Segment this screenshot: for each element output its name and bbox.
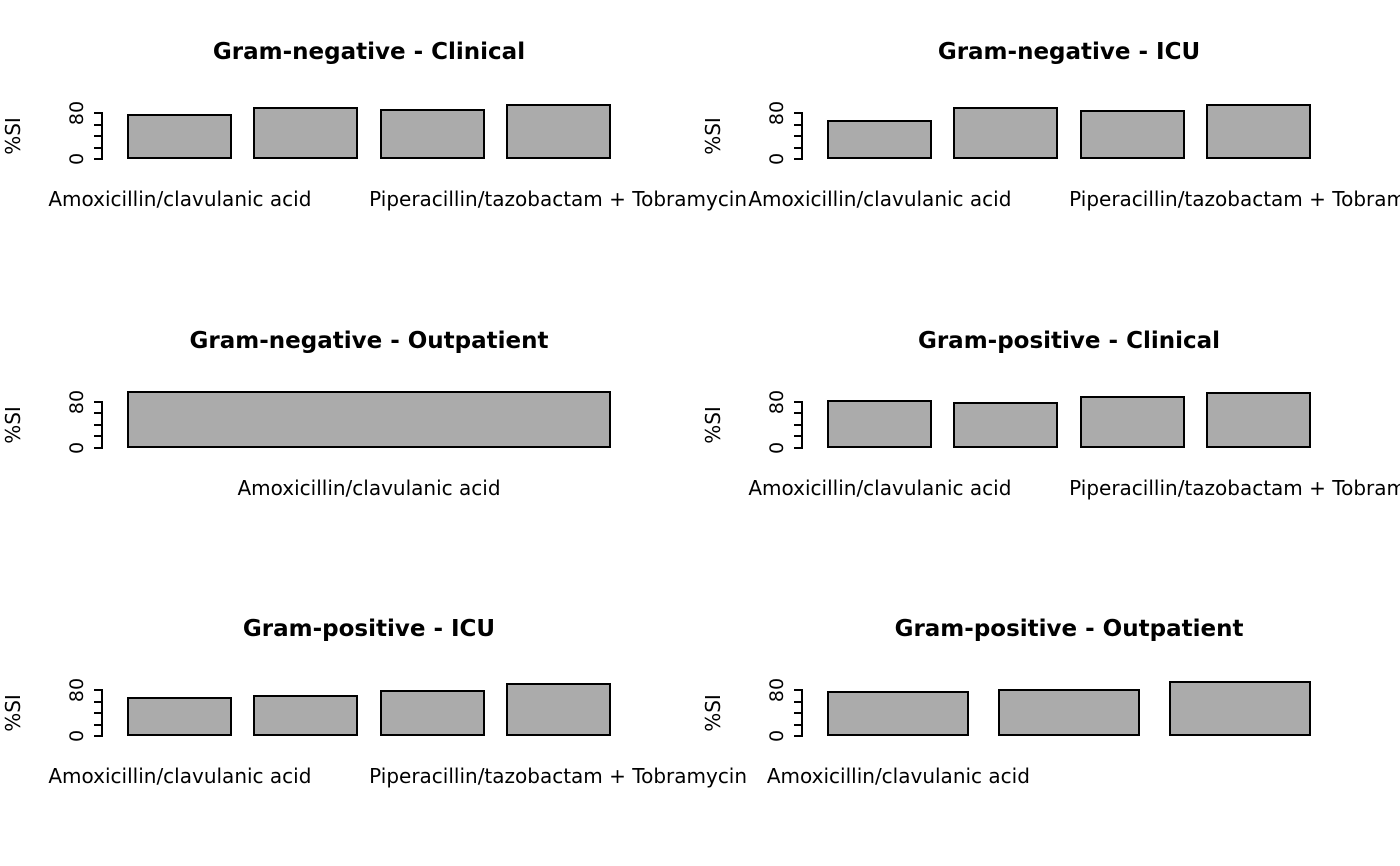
y-tick-label: 80 bbox=[66, 389, 88, 414]
y-tick bbox=[794, 158, 803, 160]
chart-title: Gram-negative - ICU bbox=[937, 39, 1201, 65]
y-tick bbox=[794, 400, 803, 403]
y-tick bbox=[94, 112, 103, 114]
x-category-label: Amoxicillin/clavulanic acid bbox=[748, 475, 1012, 500]
bar bbox=[253, 107, 359, 159]
y-tick bbox=[94, 700, 103, 703]
y-tick bbox=[794, 689, 803, 692]
bar bbox=[827, 400, 933, 448]
y-tick bbox=[94, 146, 103, 149]
bar bbox=[127, 114, 233, 159]
y-tick bbox=[794, 146, 803, 149]
y-tick bbox=[794, 712, 803, 715]
y-tick bbox=[794, 435, 803, 438]
chart-title: Gram-negative - Outpatient bbox=[189, 327, 549, 354]
chart-gram-negative-clinical: Gram-negative - Clinical %SI 0 80 Amoxicilli… bbox=[0, 0, 747, 289]
y-tick bbox=[94, 712, 103, 715]
x-category-label: Amoxicillin/clavulanic acid bbox=[766, 764, 1030, 789]
y-tick bbox=[94, 723, 103, 726]
y-tick bbox=[794, 446, 803, 449]
bar bbox=[1205, 103, 1311, 159]
bar bbox=[127, 697, 233, 737]
y-tick bbox=[794, 423, 803, 426]
y-axis-label: %SI bbox=[1, 117, 25, 155]
y-tick-label: 0 bbox=[766, 152, 788, 166]
chart-title: Gram-positive - Outpatient bbox=[894, 616, 1244, 643]
y-tick bbox=[94, 400, 103, 403]
bar bbox=[827, 690, 970, 737]
y-tick bbox=[94, 689, 103, 692]
chart-gram-positive-icu: Gram-positive - ICU %SI 0 80 Amoxicillin/cla… bbox=[0, 577, 747, 866]
x-category-label: Amoxicillin/clavulanic acid bbox=[748, 187, 1012, 211]
y-tick bbox=[94, 123, 103, 126]
y-tick bbox=[94, 158, 103, 160]
y-tick bbox=[794, 112, 803, 114]
y-tick-label: 0 bbox=[66, 441, 88, 454]
y-axis-label: %SI bbox=[1, 694, 25, 733]
y-tick-label: 80 bbox=[766, 678, 788, 703]
y-tick bbox=[94, 423, 103, 426]
bar bbox=[505, 682, 611, 737]
y-tick-label: 0 bbox=[66, 730, 88, 743]
y-tick bbox=[94, 412, 103, 415]
bar bbox=[253, 694, 359, 737]
y-tick-label: 0 bbox=[766, 730, 788, 743]
y-axis-label: %SI bbox=[701, 694, 725, 733]
chart-title: Gram-positive - Clinical bbox=[917, 327, 1221, 354]
x-category-label: Piperacillin/tazobactam + Tobramycin bbox=[1069, 187, 1400, 211]
bar bbox=[379, 109, 485, 159]
bar bbox=[1079, 110, 1185, 159]
y-tick-label: 80 bbox=[766, 100, 788, 126]
y-tick-label: 80 bbox=[66, 100, 88, 126]
y-tick bbox=[794, 135, 803, 137]
y-axis-label: %SI bbox=[701, 117, 725, 155]
bar bbox=[997, 688, 1141, 737]
bar bbox=[1205, 392, 1311, 448]
y-tick bbox=[794, 412, 803, 415]
y-tick bbox=[94, 135, 103, 137]
x-category-label: Piperacillin/tazobactam + Tobramycin bbox=[1069, 475, 1400, 500]
x-category-label: Amoxicillin/clavulanic acid bbox=[48, 764, 312, 789]
bar bbox=[379, 690, 485, 737]
y-tick bbox=[94, 446, 103, 449]
chart-gram-negative-icu: Gram-negative - ICU %SI 0 80 Amoxicillin/cla… bbox=[700, 0, 1400, 289]
chart-title: Gram-negative - Clinical bbox=[212, 39, 526, 65]
y-tick-label: 80 bbox=[66, 678, 88, 703]
y-tick bbox=[794, 700, 803, 703]
bar bbox=[127, 391, 611, 448]
y-axis-label: %SI bbox=[1, 405, 25, 444]
bar bbox=[953, 107, 1059, 159]
y-tick-label: 0 bbox=[766, 441, 788, 454]
bar bbox=[953, 402, 1059, 448]
y-tick bbox=[794, 723, 803, 726]
chart-gram-negative-outpatient: Gram-negative - Outpatient %SI 0 80 Amoxicil… bbox=[0, 289, 700, 578]
chart-gram-positive-outpatient: Gram-positive - Outpatient %SI 0 80 Amoxicil… bbox=[700, 577, 1400, 866]
y-tick-label: 80 bbox=[766, 389, 788, 414]
bar bbox=[1079, 396, 1185, 448]
y-tick bbox=[94, 735, 103, 738]
x-category-label: Piperacillin/tazobactam + Tobramycin bbox=[369, 764, 748, 789]
bar bbox=[1168, 680, 1311, 737]
bar bbox=[505, 103, 611, 159]
y-tick bbox=[794, 735, 803, 738]
x-category-label: Piperacillin/tazobactam + Tobramycin bbox=[369, 187, 748, 211]
y-axis-label: %SI bbox=[701, 405, 725, 444]
x-category-label: Amoxicillin/clavulanic acid bbox=[48, 187, 312, 211]
y-tick-label: 0 bbox=[66, 152, 88, 166]
chart-title: Gram-positive - ICU bbox=[242, 616, 496, 643]
y-tick bbox=[94, 435, 103, 438]
x-category-label: Amoxicillin/clavulanic acid bbox=[237, 475, 501, 500]
bar bbox=[827, 119, 933, 159]
y-tick bbox=[794, 123, 803, 126]
chart-gram-positive-clinical: Gram-positive - Clinical %SI 0 80 Amoxicilli… bbox=[700, 289, 1400, 578]
